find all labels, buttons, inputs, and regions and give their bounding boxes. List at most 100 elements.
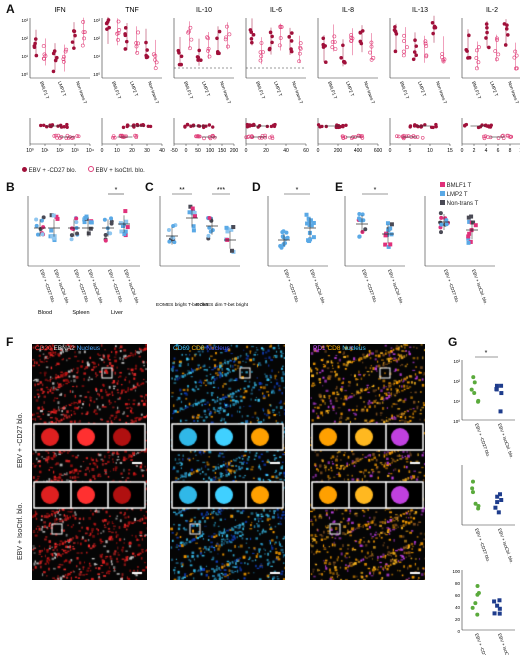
g-point: [475, 612, 480, 617]
data-point: [363, 227, 368, 232]
panel-label-c: C: [145, 180, 154, 194]
data-point: [444, 222, 449, 227]
data-point: [41, 215, 46, 220]
g-tick-label: 10¹: [453, 399, 460, 404]
data-point: [259, 54, 264, 59]
strip-point: [270, 134, 274, 139]
strip-point: [341, 124, 345, 129]
data-point: [41, 44, 46, 48]
group-label: BMLF1 T: [327, 81, 338, 100]
cytokine-title: IL-13: [412, 7, 428, 14]
strip-point: [259, 136, 264, 140]
data-point: [52, 234, 57, 239]
strip-point: [431, 125, 435, 130]
data-point: [55, 55, 59, 60]
data-point: [439, 222, 444, 227]
strip-point: [212, 135, 217, 140]
strip-point: [135, 122, 139, 127]
group-label: LMP2 T: [57, 81, 67, 98]
data-point: [466, 240, 471, 245]
group-label: Non-trans T: [435, 81, 448, 105]
data-point: [343, 60, 347, 65]
category-label: EBV + IsoCtrl. blo.: [309, 269, 326, 305]
data-point: [206, 46, 211, 51]
strip-tick-label: 15: [447, 148, 453, 154]
strip-point: [334, 125, 338, 130]
data-point: [389, 222, 394, 227]
strip-point: [318, 125, 322, 129]
legend-isoctrl-label: EBV + IsoCtrl. blo.: [95, 168, 145, 174]
data-point: [179, 62, 184, 67]
data-point: [188, 46, 192, 51]
strip-tick-label: 40: [159, 148, 165, 154]
data-point: [51, 51, 56, 56]
significance-star: *: [485, 350, 488, 357]
strip-point: [420, 135, 425, 140]
tick-label: 10⁰: [21, 72, 28, 77]
group-label: Spleen: [72, 310, 89, 316]
data-point: [386, 244, 391, 249]
g-point: [473, 601, 478, 606]
group-label: BMLF1 T: [471, 81, 482, 100]
data-point: [55, 216, 60, 221]
data-point: [69, 233, 74, 238]
data-point: [495, 38, 499, 42]
data-point: [190, 206, 195, 211]
data-point: [330, 45, 335, 50]
strip-point: [126, 123, 130, 128]
data-point: [51, 69, 56, 74]
legend-nontrans-label: Non-trans T: [446, 201, 479, 207]
strip-point: [268, 135, 272, 140]
data-point: [123, 47, 128, 51]
strip-point: [273, 122, 277, 127]
category-label: EBV + IsoCtrl. blo.: [123, 269, 140, 305]
data-point: [441, 58, 446, 62]
data-point: [401, 49, 406, 54]
panel-label-d: D: [252, 180, 261, 194]
g-category-label: EBV + IsoCtrl. blo.: [497, 633, 514, 655]
g-point: [475, 592, 480, 597]
data-point: [224, 225, 229, 230]
data-point: [261, 50, 265, 55]
g-point: [471, 375, 476, 380]
data-point: [206, 233, 211, 238]
strip-point: [263, 135, 267, 140]
group-label: LMP2 T: [345, 81, 355, 98]
group-label: EOMES dim T-bet bright: [196, 302, 249, 308]
g-point: [496, 510, 501, 515]
data-point: [249, 30, 254, 34]
tick-label: 10¹: [93, 54, 100, 59]
group-label: Non-trans T: [219, 81, 232, 105]
strip-point: [75, 134, 79, 138]
strip-point: [265, 124, 270, 129]
marker-cd69: CD69: [173, 345, 190, 352]
data-point: [205, 35, 209, 40]
data-point: [473, 223, 478, 228]
data-point: [383, 242, 388, 247]
data-point: [171, 223, 176, 228]
legend-nontrans-icon: [440, 200, 445, 205]
data-point: [215, 36, 219, 41]
g-point: [494, 383, 499, 388]
strip-point: [484, 123, 488, 127]
g-category-label: EBV + -CD27 blo.: [474, 528, 491, 563]
g-point: [472, 380, 477, 385]
data-point: [49, 228, 54, 233]
data-point: [284, 230, 289, 235]
data-point: [513, 49, 518, 54]
data-point: [192, 211, 197, 216]
data-point: [109, 216, 114, 221]
group-label: Non-trans T: [507, 81, 520, 105]
panel-g-figure: 10³ 10² 10¹ 10⁰ * EBV + -CD27 blo. EBV + IsoCt…: [452, 350, 515, 655]
data-point: [502, 22, 507, 26]
cytokine-title: IL-6: [270, 7, 282, 14]
data-point: [259, 41, 264, 45]
data-point: [439, 215, 444, 220]
data-point: [431, 31, 435, 36]
data-point: [484, 22, 489, 26]
data-point: [86, 231, 91, 236]
data-point: [388, 242, 393, 247]
data-point: [440, 52, 445, 56]
data-point: [207, 225, 212, 230]
data-point: [197, 48, 202, 53]
